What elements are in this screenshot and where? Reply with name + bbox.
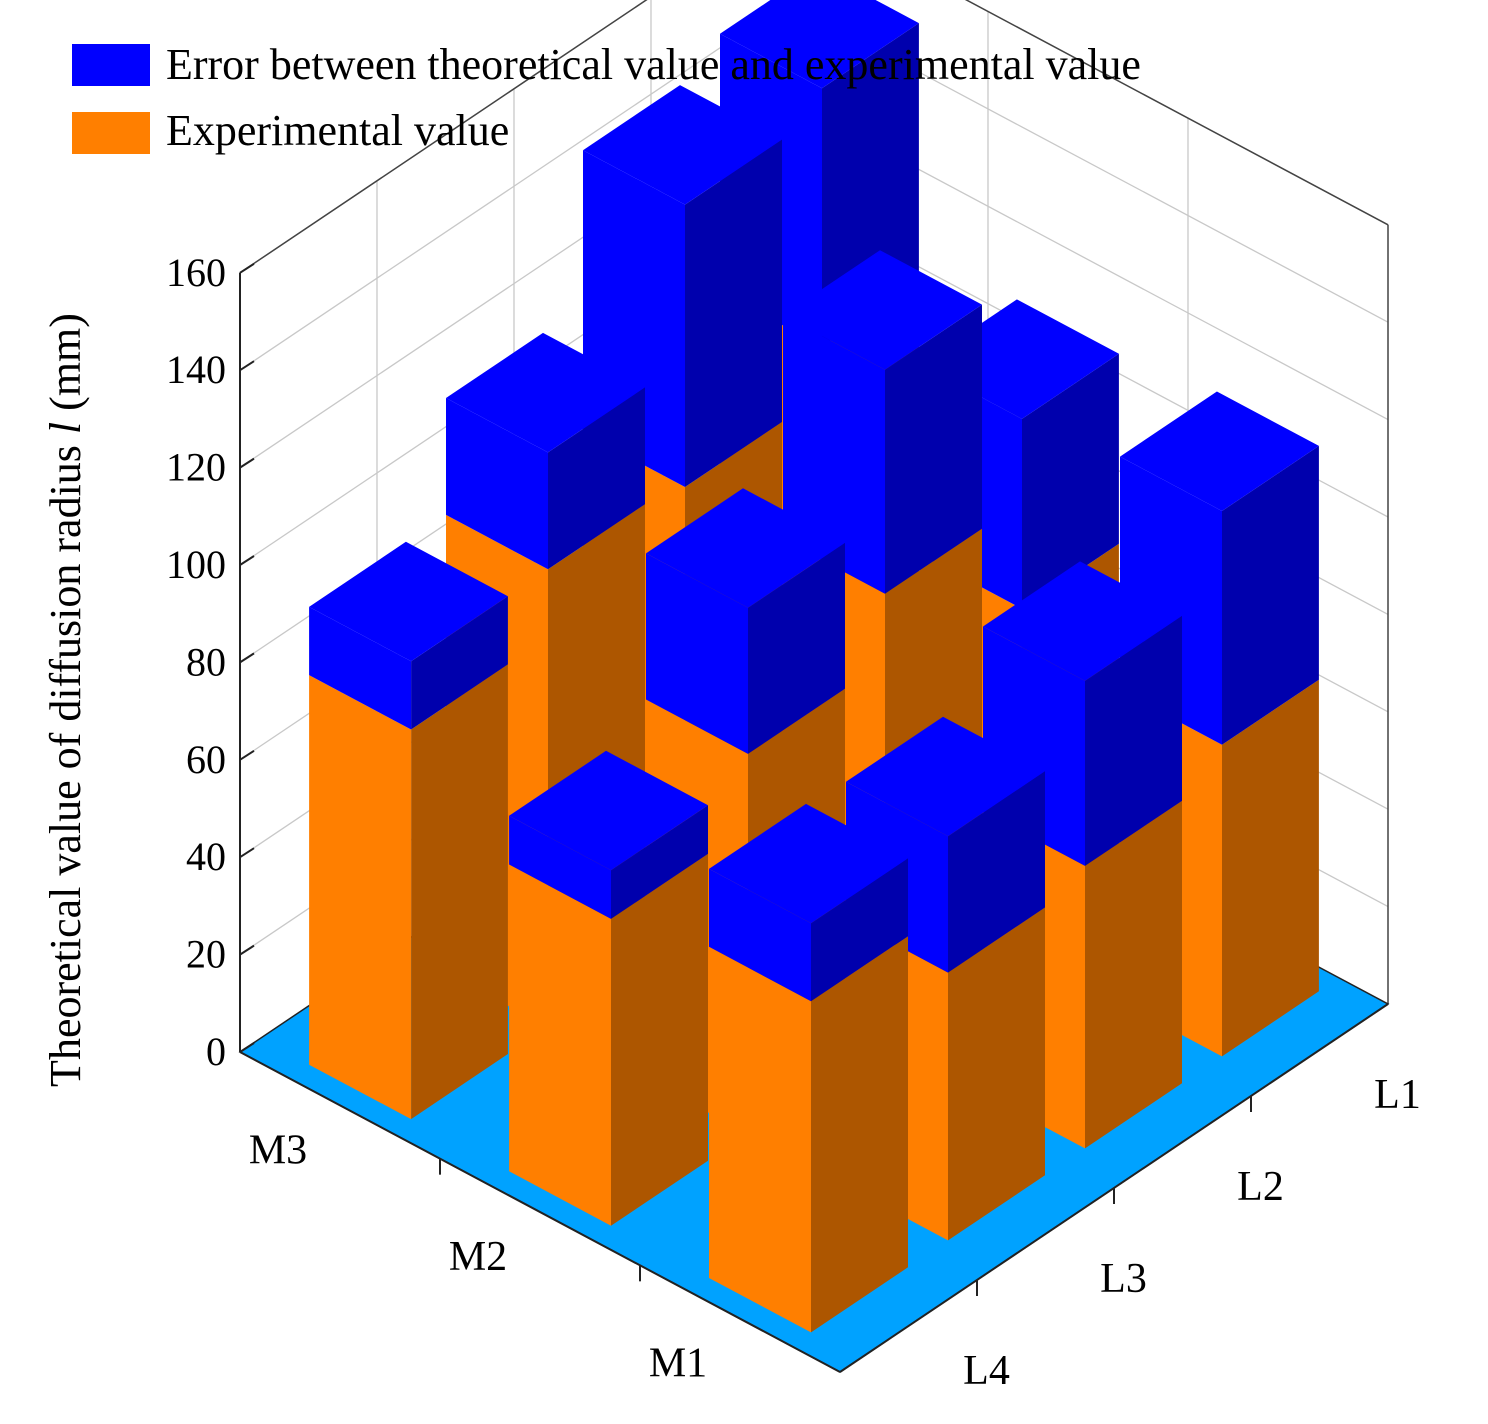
m-category-label-m2: M2 [449,1234,507,1280]
z-axis-title: Theoretical value of diffusion radius l … [41,313,90,1087]
bar-top-face [509,750,708,871]
legend-swatch-error [72,44,150,86]
bar-face-left-error [446,398,548,570]
bar-face-right-experimental [948,907,1045,1241]
bar-face-right-experimental [1222,679,1319,1057]
bar-face-right-error [1222,445,1319,745]
bars-group [309,0,1319,1333]
z-tick-20 [239,944,255,956]
z-tick-0 [239,1042,255,1053]
bar-l4-m1 [709,803,908,1333]
bar-top-face [720,0,919,89]
bar-face-right-experimental [611,853,708,1226]
bar-face-left-experimental [509,864,611,1226]
bar-face-left-experimental [309,675,412,1120]
bar-top-face [446,332,645,453]
legend-label-experimental: Experimental value [166,106,509,155]
bar-l4-m2 [509,750,708,1226]
bar-top-face [646,488,845,608]
bar-top-face [583,85,782,205]
z-tick-label: 120 [166,445,226,490]
l-category-label-l3: L3 [1100,1256,1147,1302]
bar-top-face [309,541,508,662]
bar-face-right-error [685,139,782,487]
z-tick-label: 140 [166,347,226,392]
axes-group: 0 20 40 60 80 100 120 140 160 M1 M2 M3 L1 L2 L3 L4 [166,250,1421,1394]
bar-top-face [783,250,982,370]
legend-swatch-experimental [72,112,150,154]
bar-face-right-error [1022,353,1119,609]
bar-face-left-error [709,868,811,1002]
bar-face-right-error [748,542,845,754]
bar-face-left-error [309,606,412,730]
bar-face-left-error [646,553,748,754]
legend: Error between theoretical value and expe… [72,40,1141,155]
m-axis-line [239,1051,841,1373]
bar-face-right-error [611,805,708,919]
wall-top-edge [239,0,1389,274]
m-category-label-m1: M1 [649,1341,707,1387]
z-tick-label: 60 [186,737,226,782]
z-tick-140 [239,360,255,372]
z-tick-label: 80 [186,639,226,684]
z-tick-label: 40 [186,834,226,879]
z-tick-160 [239,262,255,274]
l-category-label-l4: L4 [963,1348,1010,1394]
z-tick-60 [239,749,255,761]
z-tick-label: 160 [166,250,226,295]
l-category-label-l2: L2 [1237,1164,1284,1210]
m-category-label-m3: M3 [249,1127,307,1173]
bar-face-right-experimental [1085,800,1182,1149]
bar-face-right-experimental [411,664,508,1120]
bar-face-left-experimental [709,946,811,1333]
bar-face-right-error [885,304,982,594]
bar-face-right-error [948,771,1045,973]
z-tick-label: 100 [166,542,226,587]
z-tick-40 [239,847,255,859]
bar-l4-m3 [309,541,508,1120]
bar-top-face [983,561,1182,681]
legend-label-error: Error between theoretical value and expe… [166,40,1141,89]
z-tick-label: 20 [186,932,226,977]
bar-top-face [846,716,1045,837]
z-tick-80 [239,652,255,664]
z-tick-100 [239,555,255,566]
bar-face-right-error [411,596,508,730]
bar-face-right-error [1085,615,1182,866]
z-tick-120 [239,457,255,469]
bar-face-left-error [509,815,611,919]
bar-top-face [1120,391,1319,511]
bar-face-right-error [811,858,908,1002]
bar-face-right-error [548,387,645,570]
bar-top-face [709,803,908,924]
l-category-label-l1: L1 [1374,1072,1421,1118]
z-tick-label: 0 [206,1029,226,1074]
bar-face-right-experimental [811,936,908,1333]
